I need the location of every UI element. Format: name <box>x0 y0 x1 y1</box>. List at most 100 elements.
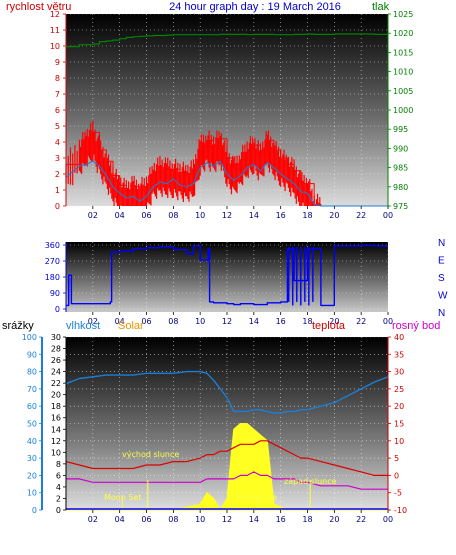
rain-axis-title: srážky <box>2 320 34 332</box>
pressure-y-tick-label: 1000 <box>393 106 413 115</box>
humidity-y-tick-label: 2 <box>56 494 61 503</box>
gridlines <box>66 13 389 511</box>
direction-y-tick-label: 180 <box>45 273 60 282</box>
x-tick-label: 10 <box>195 317 205 326</box>
humidity-axis-title: vlhkost <box>66 320 100 332</box>
x-tick-label: 06 <box>141 515 151 524</box>
x-tick-label: 04 <box>115 211 125 220</box>
chart-marks <box>65 33 389 511</box>
x-tick-label: 02 <box>88 317 98 326</box>
wind-y-tick-label: 1 <box>55 186 60 195</box>
temperature-y-tick-label: -5 <box>394 489 402 498</box>
x-tick-label: 18 <box>302 211 312 220</box>
pressure-y-tick-label: 1025 <box>393 10 413 19</box>
wind-y-tick-label: 4 <box>55 138 60 147</box>
rain-y-tick-label: 90 <box>27 350 37 359</box>
direction-y-tick-label: 360 <box>45 241 60 250</box>
chart-title: 24 hour graph day : 19 March 2016 <box>169 1 341 13</box>
x-tick-label: 06 <box>141 317 151 326</box>
pressure-y-tick-label: 975 <box>393 202 408 211</box>
moonset-label: Moon Set <box>104 493 141 502</box>
humidity-y-tick-label: 14 <box>51 425 61 434</box>
rain-y-tick-label: 10 <box>27 489 37 498</box>
x-tick-label: 14 <box>249 515 259 524</box>
wind-y-tick-label: 2 <box>55 170 60 179</box>
x-tick-label: 00 <box>383 211 393 220</box>
temperature-y-tick-label: 5 <box>394 454 399 463</box>
x-tick-label: 12 <box>222 317 232 326</box>
rain-y-tick-label: 50 <box>27 420 37 429</box>
pressure-line <box>66 33 388 48</box>
pressure-y-tick-label: 985 <box>393 164 408 173</box>
humidity-y-tick-label: 12 <box>51 437 61 446</box>
humidity-y-tick-label: 22 <box>51 379 61 388</box>
x-tick-label: 18 <box>302 515 312 524</box>
moonrise-label: Moon Rise <box>236 493 277 502</box>
axes: 0123456789101112975980985990995100010051… <box>22 10 448 524</box>
solar-axis-title: Solar <box>118 320 144 332</box>
pressure-y-tick-label: 1015 <box>393 48 413 57</box>
x-tick-label: 14 <box>249 317 259 326</box>
pressure-y-tick-label: 1020 <box>393 29 413 38</box>
pressure-y-tick-label: 1010 <box>393 68 413 77</box>
temperature-y-tick-label: 40 <box>394 333 404 342</box>
humidity-y-tick-label: 20 <box>51 391 61 400</box>
humidity-y-tick-label: 26 <box>51 356 61 365</box>
temperature-y-tick-label: 15 <box>394 420 404 429</box>
x-tick-label: 06 <box>141 211 151 220</box>
x-tick-label: 14 <box>249 211 259 220</box>
temperature-y-tick-label: 0 <box>394 471 399 480</box>
temperature-y-tick-label: 10 <box>394 437 404 446</box>
x-tick-label: 16 <box>276 211 286 220</box>
humidity-y-tick-label: 24 <box>51 368 61 377</box>
wind-y-tick-label: 0 <box>55 202 60 211</box>
rain-y-tick-label: 70 <box>27 385 37 394</box>
wind-y-tick-label: 7 <box>55 90 60 99</box>
wind-y-tick-label: 10 <box>50 42 60 51</box>
rain-y-tick-label: 20 <box>27 471 37 480</box>
x-tick-label: 04 <box>115 317 125 326</box>
wind-y-tick-label: 11 <box>50 26 60 35</box>
wind-axis-title: rychlost větru <box>6 1 71 13</box>
x-tick-label: 12 <box>222 211 232 220</box>
x-tick-label: 20 <box>329 211 339 220</box>
x-tick-label: 16 <box>276 317 286 326</box>
rain-y-tick-label: 60 <box>27 402 37 411</box>
x-tick-label: 16 <box>276 515 286 524</box>
humidity-y-tick-label: 30 <box>51 333 61 342</box>
wind-y-tick-label: 12 <box>50 10 60 19</box>
temperature-axis-title: teplota <box>312 320 346 332</box>
x-tick-label: 10 <box>195 211 205 220</box>
pressure-y-tick-label: 980 <box>393 183 408 192</box>
rain-y-tick-label: 30 <box>27 454 37 463</box>
solar-area <box>66 423 388 511</box>
humidity-y-tick-label: 4 <box>56 483 61 492</box>
wind-y-tick-label: 3 <box>55 154 60 163</box>
compass-label: W <box>438 291 448 302</box>
x-tick-label: 22 <box>356 317 366 326</box>
dewpoint-line <box>66 471 388 490</box>
rain-y-tick-label: 40 <box>27 437 37 446</box>
temperature-y-tick-label: 25 <box>394 385 404 394</box>
compass-label: S <box>438 273 445 284</box>
direction-y-tick-label: 0 <box>55 305 60 314</box>
compass-label: E <box>438 256 445 267</box>
direction-y-tick-label: 90 <box>50 289 60 298</box>
rain-y-tick-label: 0 <box>32 506 37 515</box>
pressure-axis-title: tlak <box>372 1 390 13</box>
temperature-y-tick-label: 20 <box>394 402 404 411</box>
compass-label: N <box>438 238 445 249</box>
humidity-y-tick-label: 6 <box>56 471 61 480</box>
wind-y-tick-label: 5 <box>55 122 60 131</box>
pressure-y-tick-label: 1005 <box>393 87 413 96</box>
wind-direction-line <box>66 244 388 307</box>
x-tick-label: 20 <box>329 317 339 326</box>
temperature-y-tick-label: 35 <box>394 350 404 359</box>
compass-label: N <box>438 308 445 319</box>
x-tick-label: 08 <box>168 317 178 326</box>
humidity-y-tick-label: 0 <box>56 506 61 515</box>
x-tick-label: 10 <box>195 515 205 524</box>
rain-y-tick-label: 100 <box>22 333 37 342</box>
